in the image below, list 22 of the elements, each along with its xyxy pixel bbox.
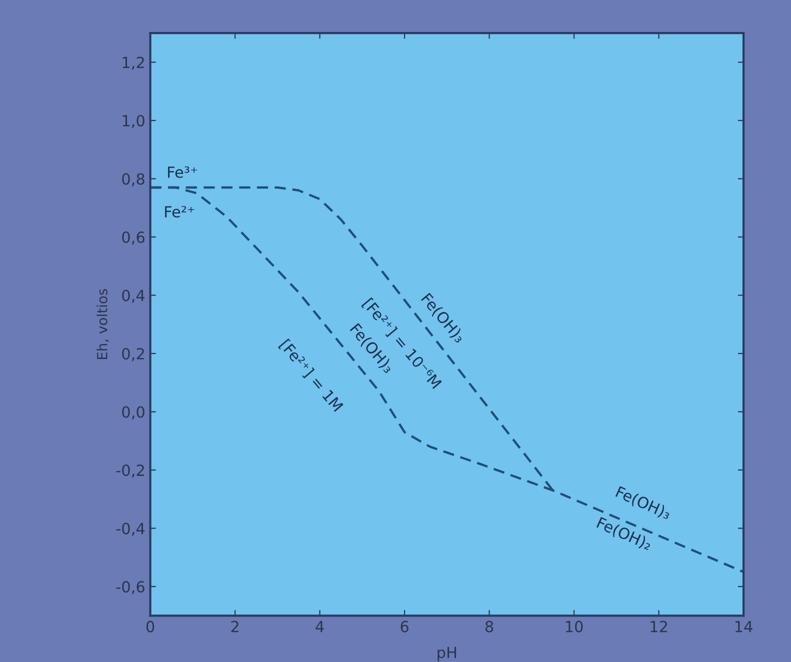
y-tick-label: -0,6 bbox=[116, 580, 144, 594]
x-axis-title: pH bbox=[438, 646, 456, 662]
x-tick-label: 14 bbox=[736, 620, 752, 632]
x-tick-label: 10 bbox=[566, 620, 583, 632]
y-tick-label: 0,0 bbox=[122, 406, 144, 420]
y-tick-label: 0,4 bbox=[122, 290, 145, 303]
x-tick-label: 0 bbox=[146, 620, 154, 632]
y-tick-label: 1,2 bbox=[122, 56, 144, 70]
annotation: Fe²⁺ bbox=[165, 206, 194, 218]
x-tick-label: 12 bbox=[650, 620, 667, 632]
y-tick-label: 1,0 bbox=[122, 114, 144, 128]
y-tick-label: -0,2 bbox=[116, 464, 144, 478]
y-tick-label: -0,4 bbox=[116, 522, 145, 536]
x-tick-label: 4 bbox=[316, 620, 324, 632]
y-tick-label: 0,8 bbox=[122, 173, 144, 186]
y-tick-label: 0,2 bbox=[122, 348, 144, 362]
y-tick-label: 0,6 bbox=[122, 231, 144, 245]
x-tick-label: 8 bbox=[485, 620, 494, 632]
x-tick-label: 2 bbox=[231, 620, 238, 632]
annotation: Fe³⁺ bbox=[168, 166, 198, 178]
x-tick-label: 6 bbox=[400, 620, 408, 632]
y-axis-title: Eh, voltios bbox=[96, 289, 109, 360]
